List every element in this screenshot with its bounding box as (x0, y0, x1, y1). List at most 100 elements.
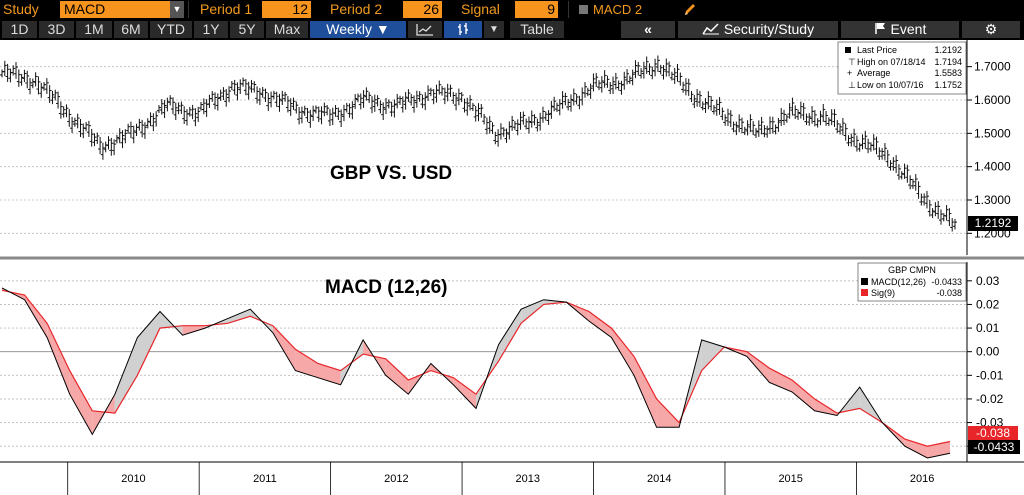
price-legend: Last Price 1.2192 ⊤ High on 07/18/14 1.7… (837, 41, 967, 95)
line-chart-type-button[interactable] (408, 21, 442, 38)
range-1m-button[interactable]: 1M (76, 21, 112, 38)
range-1d-button[interactable]: 1D (2, 21, 37, 38)
range-5y-button[interactable]: 5Y (230, 21, 264, 38)
average-marker-icon: + (847, 68, 852, 78)
range-ytd-button[interactable]: YTD (150, 21, 192, 38)
price-series (0, 55, 957, 232)
period2-input[interactable]: 26 (403, 1, 442, 18)
settings-gear-icon[interactable]: ⚙ (962, 21, 1020, 38)
macd-divergence-fill (295, 349, 318, 378)
macd-divergence-fill (24, 294, 48, 338)
toolbar-divider (568, 1, 569, 18)
legend-row-label: MACD(12,26) (871, 277, 926, 287)
study-dropdown-arrow-icon[interactable]: ▼ (170, 1, 184, 18)
legend-row-value: 1.7194 (934, 57, 962, 67)
price-tick-label: 1.7000 (974, 60, 1011, 74)
event-button[interactable]: Event (841, 21, 959, 38)
macd-tick-label: -0.01 (976, 368, 1004, 382)
legend-row-label: Sig(9) (871, 288, 895, 298)
period2-label: Period 2 (330, 1, 383, 17)
x-tick-label: 2011 (253, 473, 277, 485)
signal-label: Signal (461, 1, 500, 17)
macd-divergence-fill (521, 299, 544, 324)
security-study-label: Security/Study (723, 21, 815, 37)
macd-tick-label: 0.02 (976, 297, 1000, 311)
collapse-button[interactable]: « (621, 21, 675, 38)
price-tick-label: 1.6000 (974, 93, 1011, 107)
x-tick-label: 2012 (384, 473, 408, 485)
price-tick-label: 1.3000 (974, 193, 1011, 207)
macd-divergence-fill (746, 351, 770, 383)
legend-row-value: 1.2192 (934, 45, 962, 55)
high-marker-icon: ⊤ (848, 57, 856, 67)
macd-legend: GBP CMPN MACD(12,26) -0.0433 Sig(9) -0.0… (857, 262, 967, 302)
macd-divergence-fill (656, 398, 680, 428)
macd-divergence-fill (611, 328, 634, 376)
x-tick-labels: 2010 2011 2012 2013 2014 2015 2016 (67, 462, 934, 495)
macd-swatch (861, 278, 868, 285)
macd-divergence-fill (904, 439, 928, 458)
x-tick-label: 2015 (778, 473, 802, 485)
last-price-tag: 1.2192 (968, 216, 1018, 231)
macd-tick-label: 0.00 (976, 345, 1000, 359)
macd-tick-label: -0.02 (976, 392, 1004, 406)
price-chart-title: GBP VS. USD (330, 163, 452, 184)
signal-swatch (861, 289, 868, 296)
macd-divergence-fill (453, 377, 476, 409)
legend-row-label: Low on 10/07/16 (857, 80, 924, 90)
macd-fills (2, 287, 950, 458)
frequency-select[interactable]: Weekly ▼ (310, 21, 406, 38)
macd-legend-header: GBP CMPN (888, 265, 936, 275)
macd-chart-title: MACD (12,26) (325, 277, 447, 298)
flag-icon (874, 21, 887, 37)
pencil-icon[interactable] (682, 1, 698, 18)
macd-divergence-fill (182, 325, 206, 336)
last-macd-tag-label: -0.0433 (974, 440, 1015, 454)
range-1y-button[interactable]: 1Y (194, 21, 228, 38)
macd-divergence-fill (137, 311, 160, 376)
period1-input[interactable]: 12 (262, 1, 311, 18)
range-toolbar: 1D 3D 1M 6M YTD 1Y 5Y Max Weekly ▼ ▼ Tab… (0, 19, 1024, 40)
last-signal-tag: -0.038 (968, 426, 1018, 440)
period1-label: Period 1 (200, 1, 253, 17)
macd-lines (1, 287, 951, 459)
macd-divergence-fill (588, 311, 612, 338)
x-tick-label: 2016 (910, 473, 934, 485)
x-tick-label: 2013 (516, 473, 540, 485)
macd2-color-swatch[interactable] (579, 5, 588, 14)
chart-type-dropdown-icon[interactable]: ▼ (484, 21, 504, 38)
bar-chart-type-button[interactable] (444, 21, 482, 38)
table-button[interactable]: Table (510, 21, 564, 38)
low-marker-icon: ⊥ (848, 80, 856, 90)
macd-divergence-fill (634, 356, 657, 428)
macd-divergence-fill (769, 368, 792, 392)
price-tick-label: 1.4000 (974, 160, 1011, 174)
chart-area: 1.7000 1.6000 1.5000 1.4000 1.3000 1.2000 0.0… (0, 40, 1024, 495)
range-3d-button[interactable]: 3D (39, 21, 74, 38)
macd-divergence-fill (792, 380, 815, 411)
range-6m-button[interactable]: 6M (114, 21, 148, 38)
signal-input[interactable]: 9 (515, 1, 558, 18)
macd2-label[interactable]: MACD 2 (593, 2, 643, 17)
range-max-button[interactable]: Max (266, 21, 308, 38)
legend-row-label: High on 07/18/14 (857, 57, 926, 67)
price-gridlines (0, 66, 966, 234)
legend-row-label: Last Price (857, 45, 897, 55)
macd-divergence-fill (114, 337, 138, 414)
macd-tick-label: 0.03 (976, 274, 1000, 288)
study-select[interactable]: MACD (60, 1, 172, 18)
macd-divergence-fill (227, 309, 251, 324)
macd-divergence-fill (385, 358, 409, 395)
legend-row-value: 1.5583 (934, 68, 962, 78)
legend-row-value: -0.038 (936, 288, 962, 298)
macd-tick-label: 0.01 (976, 321, 1000, 335)
event-label: Event (890, 21, 927, 37)
security-study-button[interactable]: Security/Study (678, 21, 838, 38)
last-signal-tag-label: -0.038 (976, 426, 1010, 440)
legend-row-label: Average (857, 68, 890, 78)
last-macd-tag: -0.0433 (968, 440, 1020, 454)
legend-row-value: -0.0433 (931, 277, 962, 287)
study-label: Study (3, 1, 39, 17)
